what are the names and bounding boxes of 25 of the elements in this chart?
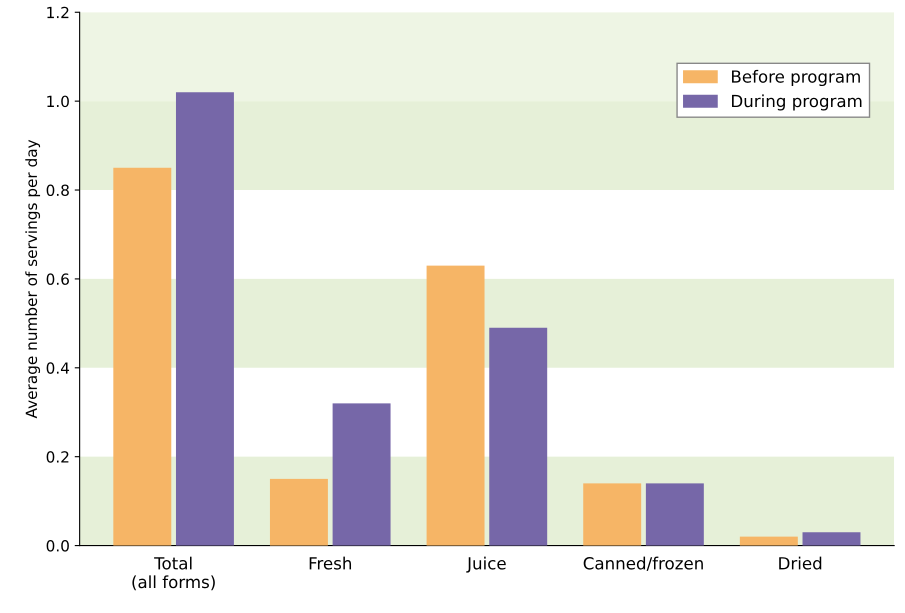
y-tick-label: 0.0 xyxy=(46,540,69,552)
x-tick-label: Dried xyxy=(779,556,822,570)
bar xyxy=(332,403,391,546)
bar xyxy=(646,483,704,546)
y-tick-label: 0.2 xyxy=(46,451,68,463)
y-tick-label: 1.2 xyxy=(47,6,68,18)
y-tick-label: 0.4 xyxy=(46,362,70,374)
legend-label: During program xyxy=(732,94,862,111)
y-axis-title: Average number of servings per day xyxy=(25,140,40,418)
bar xyxy=(740,536,798,546)
bar xyxy=(802,532,860,546)
bar xyxy=(176,92,234,546)
x-tick-label: Fresh xyxy=(310,556,352,570)
x-tick-label: Juice xyxy=(466,556,506,573)
bar xyxy=(270,478,328,546)
bar xyxy=(426,266,485,546)
bar xyxy=(489,328,548,546)
legend-label: Before program xyxy=(732,70,860,86)
x-tick-label: Canned/frozen xyxy=(584,556,703,571)
bar xyxy=(113,168,172,546)
y-tick-label: 1.0 xyxy=(47,96,69,108)
y-tick-label: 0.6 xyxy=(46,273,69,285)
bar xyxy=(583,483,642,546)
x-tick-label: Total (all forms) xyxy=(132,556,215,590)
y-tick-label: 0.8 xyxy=(46,184,69,196)
